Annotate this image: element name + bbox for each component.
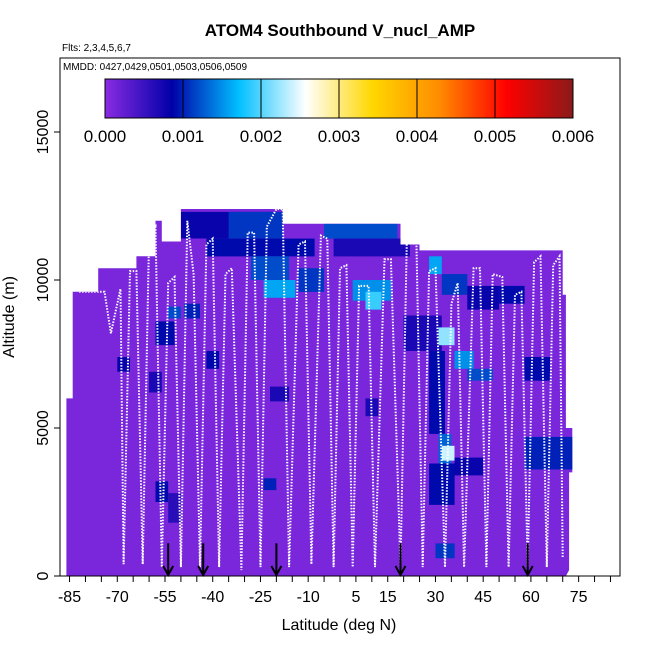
heatmap-cell <box>467 368 493 381</box>
heatmap-cell <box>206 351 220 369</box>
colorbar-tick-label: 0.005 <box>474 127 517 146</box>
x-tick-label: 30 <box>427 589 445 606</box>
heatmap-cell <box>403 315 442 351</box>
profile-arrow <box>521 543 534 578</box>
heatmap-cell <box>168 493 181 523</box>
heatmap-cell <box>441 274 468 295</box>
y-axis-label: Altitude (m) <box>1 276 18 358</box>
colorbar-tick-label: 0.000 <box>84 127 127 146</box>
heatmap-cell <box>499 285 525 304</box>
x-tick-label: 15 <box>379 589 397 606</box>
x-tick-label: -40 <box>201 589 224 606</box>
x-tick-label: -10 <box>297 589 320 606</box>
x-tick-label: 75 <box>570 589 588 606</box>
heatmap-cell <box>263 280 296 298</box>
heatmap-cell <box>155 321 175 346</box>
heatmap-cell <box>250 256 290 280</box>
flights-note: Flts: 2,3,4,5,6,7 <box>62 43 131 54</box>
x-tick-label: -55 <box>153 589 176 606</box>
chart-title: ATOM4 Southbound V_nucl_AMP <box>205 21 475 40</box>
profile-arrow <box>162 543 175 578</box>
heatmap-cell <box>149 371 162 393</box>
colorbar-tick-label: 0.002 <box>240 127 283 146</box>
profile-arrow <box>197 543 210 578</box>
dates-note: MMDD: 0427,0429,0501,0503,0506,0509 <box>63 62 247 73</box>
colorbar-tick-label: 0.001 <box>162 127 205 146</box>
heatmap-cell <box>441 445 455 461</box>
heatmap-cell <box>333 238 410 257</box>
flight-track <box>79 209 564 571</box>
colorbar-tick-label: 0.006 <box>552 127 595 146</box>
colorbar-tick-label: 0.004 <box>396 127 439 146</box>
colorbar: 0.000 0.001 0.002 0.003 0.004 0.005 0.006 <box>84 78 595 146</box>
heatmap-cell <box>429 351 445 434</box>
y-tick-label: 10000 <box>35 258 52 303</box>
x-axis: -85 -70 -55 -40 -25 -10 5 15 30 45 60 75 <box>58 576 611 606</box>
x-tick-label: -70 <box>106 589 129 606</box>
heatmap-cell <box>263 478 277 491</box>
heatmap-cell <box>270 386 290 402</box>
heatmap-cell <box>298 268 325 292</box>
profile-arrow <box>270 543 283 578</box>
x-tick-label: 45 <box>474 589 492 606</box>
heatmap-cell <box>365 291 382 310</box>
y-axis: 0 5000 10000 15000 <box>35 110 61 580</box>
heatmap-cell <box>184 303 200 319</box>
y-tick-label: 15000 <box>35 110 52 155</box>
profile-arrow <box>394 543 407 578</box>
heatmap-cell <box>324 223 398 239</box>
x-axis-label: Latitude (deg N) <box>282 617 397 634</box>
heatmap-cell <box>454 457 484 476</box>
heatmap-cell <box>454 351 474 369</box>
heatmap-cell <box>228 211 283 239</box>
x-tick-label: -85 <box>58 589 81 606</box>
heatmap-cell <box>467 285 500 310</box>
heatmap-cell <box>524 357 550 381</box>
y-tick-label: 0 <box>35 571 52 580</box>
heatmap-background <box>66 209 573 576</box>
heatmap-cell <box>206 238 315 257</box>
x-tick-label: 5 <box>351 589 360 606</box>
colorbar-tick-label: 0.003 <box>318 127 361 146</box>
x-tick-label: -25 <box>249 589 272 606</box>
heatmap-cell <box>155 481 169 502</box>
plot-area <box>66 209 573 578</box>
y-tick-label: 5000 <box>35 410 52 446</box>
x-tick-label: 60 <box>522 589 540 606</box>
heatmap-cell <box>438 327 455 346</box>
